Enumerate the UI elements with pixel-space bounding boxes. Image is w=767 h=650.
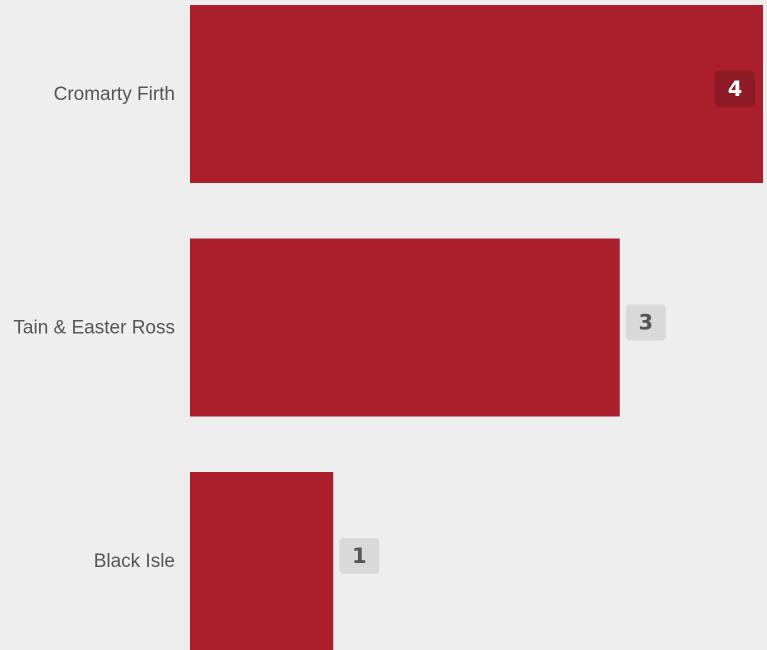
value-label: 1	[352, 544, 367, 568]
value-labels: 4 3 1	[339, 71, 755, 574]
bar	[190, 238, 620, 417]
bar	[190, 5, 763, 183]
category-label: Tain & Easter Ross	[13, 318, 175, 339]
value-badge: 3	[625, 304, 666, 341]
bar	[190, 472, 334, 650]
value-label: 3	[638, 311, 653, 335]
value-label: 4	[728, 77, 743, 101]
category-label: Cromarty Firth	[54, 84, 175, 105]
value-badge-background	[339, 538, 380, 574]
value-badge-background	[715, 71, 755, 107]
value-badge: 4	[715, 71, 755, 107]
value-badge: 1	[339, 538, 380, 574]
category-labels: Cromarty Firth Tain & Easter Ross Black Is…	[13, 84, 175, 572]
value-badge-background	[625, 304, 666, 341]
category-label: Black Isle	[94, 551, 175, 572]
bars	[190, 5, 763, 650]
